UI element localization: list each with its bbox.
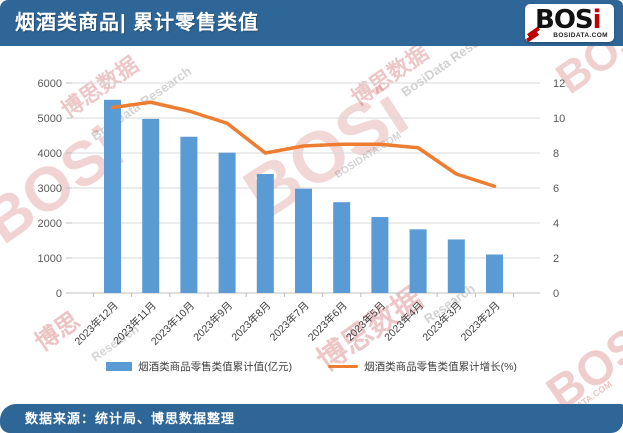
left-axis-tick-label: 1000	[38, 253, 62, 265]
legend-item-bar-series: 烟酒类商品零售类值累计值(亿元)	[106, 359, 292, 374]
right-axis-tick-label: 8	[553, 148, 559, 160]
right-axis-tick-label: 10	[553, 113, 565, 125]
bar-2023年9月	[218, 152, 236, 293]
bar-2023年2月	[486, 254, 503, 293]
bar-2023年10月	[180, 136, 198, 293]
left-axis-tick-label: 6000	[38, 78, 62, 90]
chart-legend: 烟酒类商品零售类值累计值(亿元) 烟酒类商品零售类值累计增长(%)	[0, 359, 623, 374]
right-axis-tick-label: 12	[553, 78, 565, 90]
right-axis-tick-label: 0	[553, 288, 559, 300]
logo-domain-text: BOSIDATA.COM	[553, 32, 608, 39]
bar-2023年11月	[142, 118, 160, 293]
left-axis-tick-label: 4000	[38, 148, 62, 160]
left-axis-tick-label: 2000	[38, 218, 62, 230]
right-axis-tick-label: 4	[553, 218, 559, 230]
data-source-text: 数据来源：统计局、博思数据整理	[25, 411, 236, 426]
logo-text: BOSi	[535, 5, 602, 35]
bar-2023年4月	[409, 229, 427, 293]
page-title: 烟酒类商品| 累计零售类值	[15, 12, 260, 34]
footer-bar: 数据来源：统计局、博思数据整理	[0, 404, 623, 433]
logo-accent-letter: i	[592, 5, 602, 35]
x-axis-label: 2023年3月	[420, 299, 465, 344]
line-series-swatch	[328, 364, 359, 369]
bar-series-label: 烟酒类商品零售类值累计值(亿元)	[138, 361, 293, 373]
x-axis-label: 2023年8月	[229, 299, 274, 344]
bar-2023年5月	[371, 217, 389, 293]
bar-2023年6月	[333, 202, 351, 293]
legend-item-line-series: 烟酒类商品零售类值累计增长(%)	[328, 359, 517, 374]
x-axis-label: 2023年7月	[267, 299, 312, 344]
line-series-label: 烟酒类商品零售类值累计增长(%)	[364, 361, 517, 373]
bar-2023年7月	[295, 188, 312, 293]
right-axis-tick-label: 2	[553, 253, 559, 265]
x-axis-label: 2023年9月	[191, 299, 236, 344]
x-axis-label: 2023年2月	[458, 299, 503, 344]
bar-2023年8月	[256, 174, 274, 293]
bosi-logo: BOSi BOSIDATA.COM	[525, 4, 614, 42]
x-axis-label: 2023年6月	[305, 299, 350, 344]
header-bar: 烟酒类商品| 累计零售类值 BOSi BOSIDATA.COM	[0, 0, 623, 46]
left-axis-tick-label: 3000	[38, 183, 62, 195]
left-axis-tick-label: 5000	[38, 113, 62, 125]
bar-series-swatch	[106, 362, 133, 371]
growth-line	[110, 100, 497, 188]
right-axis-tick-label: 6	[553, 183, 559, 195]
combo-chart: 01000200030004000500060000246810122023年1…	[38, 78, 566, 348]
bar-2023年12月	[104, 99, 121, 293]
bar-2023年3月	[447, 239, 465, 293]
left-axis-tick-label: 0	[56, 288, 62, 300]
x-axis-label: 2023年4月	[382, 299, 427, 344]
x-axis-label: 2023年5月	[343, 299, 388, 344]
